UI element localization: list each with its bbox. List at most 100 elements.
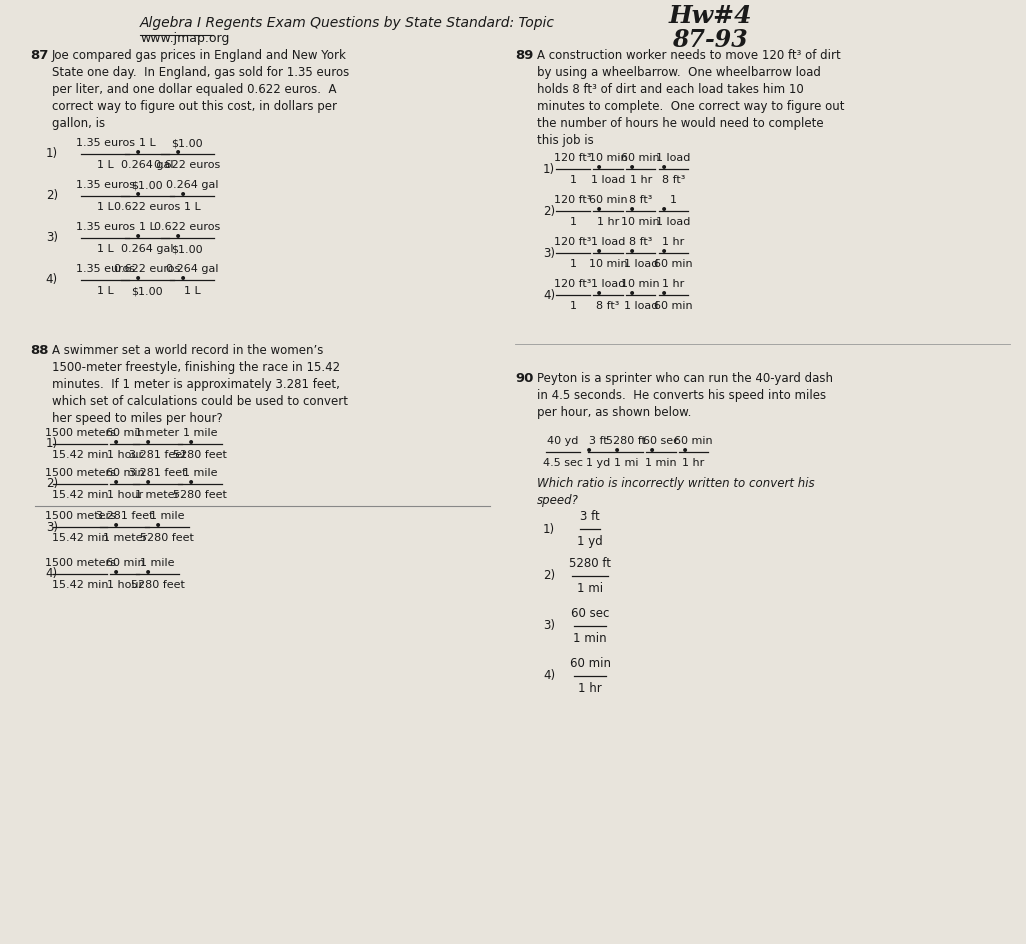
Text: 5280 feet: 5280 feet <box>173 450 227 460</box>
Text: 60 min: 60 min <box>622 153 660 163</box>
Text: 1.35 euros: 1.35 euros <box>76 264 134 274</box>
Text: 88: 88 <box>30 344 48 357</box>
Text: •: • <box>145 566 153 580</box>
Text: •: • <box>112 436 120 450</box>
Text: 5280 feet: 5280 feet <box>173 490 227 500</box>
Text: $1.00: $1.00 <box>131 286 163 296</box>
Text: 15.42 min: 15.42 min <box>51 580 109 590</box>
Text: 1 min: 1 min <box>574 632 606 645</box>
Text: Joe compared gas prices in England and New York
State one day.  In England, gas : Joe compared gas prices in England and N… <box>52 49 349 130</box>
Text: 15.42 min: 15.42 min <box>51 450 109 460</box>
Text: •: • <box>628 287 636 301</box>
Text: 15.42 min: 15.42 min <box>51 533 109 543</box>
Text: •: • <box>134 146 143 160</box>
Text: 1 mi: 1 mi <box>614 458 638 468</box>
Text: •: • <box>134 230 143 244</box>
Text: •: • <box>112 476 120 490</box>
Text: 60 min: 60 min <box>569 657 610 670</box>
Text: 10 min: 10 min <box>622 279 660 289</box>
Text: 1 load: 1 load <box>591 279 625 289</box>
Text: 60 sec: 60 sec <box>570 607 609 620</box>
Text: 1): 1) <box>46 437 58 450</box>
Text: 87-93: 87-93 <box>672 28 748 52</box>
Text: $1.00: $1.00 <box>131 180 163 190</box>
Text: 5280 ft: 5280 ft <box>606 436 645 446</box>
Text: •: • <box>187 476 195 490</box>
Text: 8 ft³: 8 ft³ <box>596 301 620 311</box>
Text: 1 L: 1 L <box>140 222 156 232</box>
Text: 10 min: 10 min <box>589 153 627 163</box>
Text: •: • <box>174 230 183 244</box>
Text: 1 yd: 1 yd <box>577 535 603 548</box>
Text: 1500 meters: 1500 meters <box>44 468 116 478</box>
Text: 1 mile: 1 mile <box>150 511 185 521</box>
Text: 1 hr: 1 hr <box>682 458 705 468</box>
Text: 0.622 euros: 0.622 euros <box>114 264 181 274</box>
Text: •: • <box>112 519 120 533</box>
Text: 1 hour: 1 hour <box>107 450 143 460</box>
Text: •: • <box>187 436 195 450</box>
Text: 0.264 gal: 0.264 gal <box>121 244 173 254</box>
Text: 1 hour: 1 hour <box>107 490 143 500</box>
Text: 1 meter: 1 meter <box>135 490 180 500</box>
Text: 60 min: 60 min <box>654 259 693 269</box>
Text: •: • <box>134 272 143 286</box>
Text: 8 ft³: 8 ft³ <box>629 237 653 247</box>
Text: •: • <box>595 203 603 217</box>
Text: 1 load: 1 load <box>624 259 658 269</box>
Text: 1 hour: 1 hour <box>107 580 143 590</box>
Text: •: • <box>647 444 656 458</box>
Text: •: • <box>628 203 636 217</box>
Text: 3.281 feet: 3.281 feet <box>96 511 154 521</box>
Text: 1: 1 <box>569 301 577 311</box>
Text: 60 min: 60 min <box>654 301 693 311</box>
Text: $1.00: $1.00 <box>171 138 203 148</box>
Text: 0.264 gal: 0.264 gal <box>166 180 219 190</box>
Text: 1 L: 1 L <box>96 202 114 212</box>
Text: 1 yd: 1 yd <box>586 458 610 468</box>
Text: 87: 87 <box>30 49 48 62</box>
Text: 1.35 euros: 1.35 euros <box>76 222 134 232</box>
Text: •: • <box>661 245 669 259</box>
Text: 1: 1 <box>569 259 577 269</box>
Text: 1500 meters: 1500 meters <box>44 558 116 568</box>
Text: 1 load: 1 load <box>657 153 690 163</box>
Text: 1): 1) <box>543 522 555 535</box>
Text: 1.35 euros: 1.35 euros <box>76 138 134 148</box>
Text: www.jmap.org: www.jmap.org <box>140 32 230 45</box>
Text: •: • <box>595 287 603 301</box>
Text: 1 mile: 1 mile <box>183 428 218 438</box>
Text: 1 L: 1 L <box>184 286 201 296</box>
Text: 1 hr: 1 hr <box>597 217 620 227</box>
Text: •: • <box>628 245 636 259</box>
Text: 4): 4) <box>46 274 58 286</box>
Text: 120 ft³: 120 ft³ <box>554 195 592 205</box>
Text: 90: 90 <box>515 372 534 385</box>
Text: 2): 2) <box>46 478 58 491</box>
Text: 1 hr: 1 hr <box>662 279 684 289</box>
Text: •: • <box>174 146 183 160</box>
Text: 89: 89 <box>515 49 534 62</box>
Text: Which ratio is incorrectly written to convert his
speed?: Which ratio is incorrectly written to co… <box>537 477 815 507</box>
Text: •: • <box>595 161 603 175</box>
Text: 10 min: 10 min <box>622 217 660 227</box>
Text: 0.622 euros: 0.622 euros <box>154 160 221 170</box>
Text: 0.622 euros: 0.622 euros <box>154 222 221 232</box>
Text: 60 sec: 60 sec <box>643 436 679 446</box>
Text: 1 L: 1 L <box>96 160 114 170</box>
Text: 3 ft: 3 ft <box>580 510 600 523</box>
Text: •: • <box>180 188 188 202</box>
Text: 2): 2) <box>46 190 58 203</box>
Text: 4): 4) <box>46 567 58 581</box>
Text: •: • <box>661 161 669 175</box>
Text: 1 meter: 1 meter <box>135 428 180 438</box>
Text: •: • <box>112 566 120 580</box>
Text: 1 load: 1 load <box>624 301 658 311</box>
Text: •: • <box>145 436 153 450</box>
Text: 1500 meters: 1500 meters <box>44 511 116 521</box>
Text: 1 load: 1 load <box>591 237 625 247</box>
Text: Hw#4: Hw#4 <box>668 4 752 28</box>
Text: 3): 3) <box>543 246 555 260</box>
Text: 2): 2) <box>543 205 555 217</box>
Text: 60 min: 60 min <box>589 195 627 205</box>
